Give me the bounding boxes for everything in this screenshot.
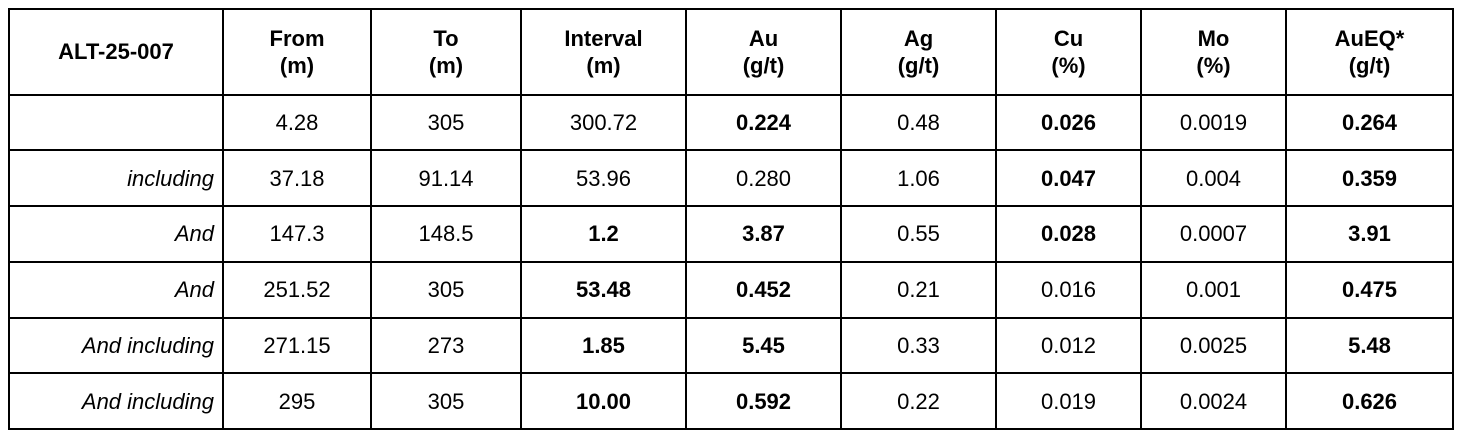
data-row: 4.28 305 300.72 0.224 0.48 0.026 0.0019 0.264 — [8, 93, 1454, 152]
data-row: And 147.3 148.5 1.2 3.87 0.55 0.028 0.0007 3.91 — [8, 205, 1454, 263]
data-cell: 305 — [370, 93, 522, 152]
data-cell: 305 — [370, 260, 522, 319]
table-body: ALT-25-007 From (m) To (m) Interval (m) … — [8, 8, 1454, 430]
data-cell: 0.224 — [685, 93, 842, 152]
header-cell: ALT-25-007 — [8, 8, 224, 96]
data-cell: 0.0007 — [1140, 205, 1287, 263]
header-cell: Mo (%) — [1140, 8, 1287, 96]
data-cell: 1.06 — [840, 149, 997, 208]
data-cell: 91.14 — [370, 149, 522, 208]
data-cell: 147.3 — [222, 205, 372, 263]
data-cell: 0.21 — [840, 260, 997, 319]
header-cell: Cu (%) — [995, 8, 1142, 96]
data-row: And including 295 305 10.00 0.592 0.22 0.019 0.… — [8, 372, 1454, 430]
data-cell: 0.452 — [685, 260, 842, 319]
data-row: And including 271.15 273 1.85 5.45 0.33 0.012 0… — [8, 316, 1454, 375]
data-cell: 1.2 — [520, 205, 687, 263]
header-cell: AuEQ* (g/t) — [1285, 8, 1454, 96]
data-cell: 3.87 — [685, 205, 842, 263]
data-cell: 0.0024 — [1140, 372, 1287, 430]
data-cell: 0.33 — [840, 316, 997, 375]
data-cell: 251.52 — [222, 260, 372, 319]
data-cell: 295 — [222, 372, 372, 430]
data-cell: 37.18 — [222, 149, 372, 208]
header-row: ALT-25-007 From (m) To (m) Interval (m) … — [8, 8, 1454, 96]
data-cell: 53.96 — [520, 149, 687, 208]
assay-table: ALT-25-007 From (m) To (m) Interval (m) … — [8, 8, 1454, 430]
data-cell: 0.626 — [1285, 372, 1454, 430]
data-cell: 273 — [370, 316, 522, 375]
data-cell: 148.5 — [370, 205, 522, 263]
data-cell: 0.028 — [995, 205, 1142, 263]
data-cell: 0.475 — [1285, 260, 1454, 319]
data-cell: 5.48 — [1285, 316, 1454, 375]
data-cell: 0.026 — [995, 93, 1142, 152]
data-row: And 251.52 305 53.48 0.452 0.21 0.016 0.001 0.47… — [8, 260, 1454, 319]
data-cell: 53.48 — [520, 260, 687, 319]
data-cell: 0.001 — [1140, 260, 1287, 319]
data-cell: 10.00 — [520, 372, 687, 430]
data-cell: 4.28 — [222, 93, 372, 152]
data-cell: 0.280 — [685, 149, 842, 208]
data-cell: 0.0025 — [1140, 316, 1287, 375]
data-cell: 300.72 — [520, 93, 687, 152]
data-cell: 0.012 — [995, 316, 1142, 375]
data-cell: 0.047 — [995, 149, 1142, 208]
row-label: including — [8, 149, 224, 208]
data-cell: 271.15 — [222, 316, 372, 375]
row-label: And including — [8, 372, 224, 430]
row-label: And — [8, 260, 224, 319]
data-cell: 305 — [370, 372, 522, 430]
header-cell: To (m) — [370, 8, 522, 96]
data-cell: 0.55 — [840, 205, 997, 263]
data-row: including 37.18 91.14 53.96 0.280 1.06 0.047 0.… — [8, 149, 1454, 208]
data-cell: 0.264 — [1285, 93, 1454, 152]
data-cell: 0.22 — [840, 372, 997, 430]
data-cell: 0.359 — [1285, 149, 1454, 208]
header-cell: Ag (g/t) — [840, 8, 997, 96]
data-cell: 1.85 — [520, 316, 687, 375]
row-label: And — [8, 205, 224, 263]
data-cell: 0.004 — [1140, 149, 1287, 208]
data-cell: 0.592 — [685, 372, 842, 430]
data-cell: 0.48 — [840, 93, 997, 152]
header-cell: Au (g/t) — [685, 8, 842, 96]
row-label — [8, 93, 224, 152]
data-cell: 5.45 — [685, 316, 842, 375]
data-cell: 0.019 — [995, 372, 1142, 430]
row-label: And including — [8, 316, 224, 375]
header-cell: Interval (m) — [520, 8, 687, 96]
data-cell: 0.016 — [995, 260, 1142, 319]
data-cell: 0.0019 — [1140, 93, 1287, 152]
header-cell: From (m) — [222, 8, 372, 96]
data-cell: 3.91 — [1285, 205, 1454, 263]
